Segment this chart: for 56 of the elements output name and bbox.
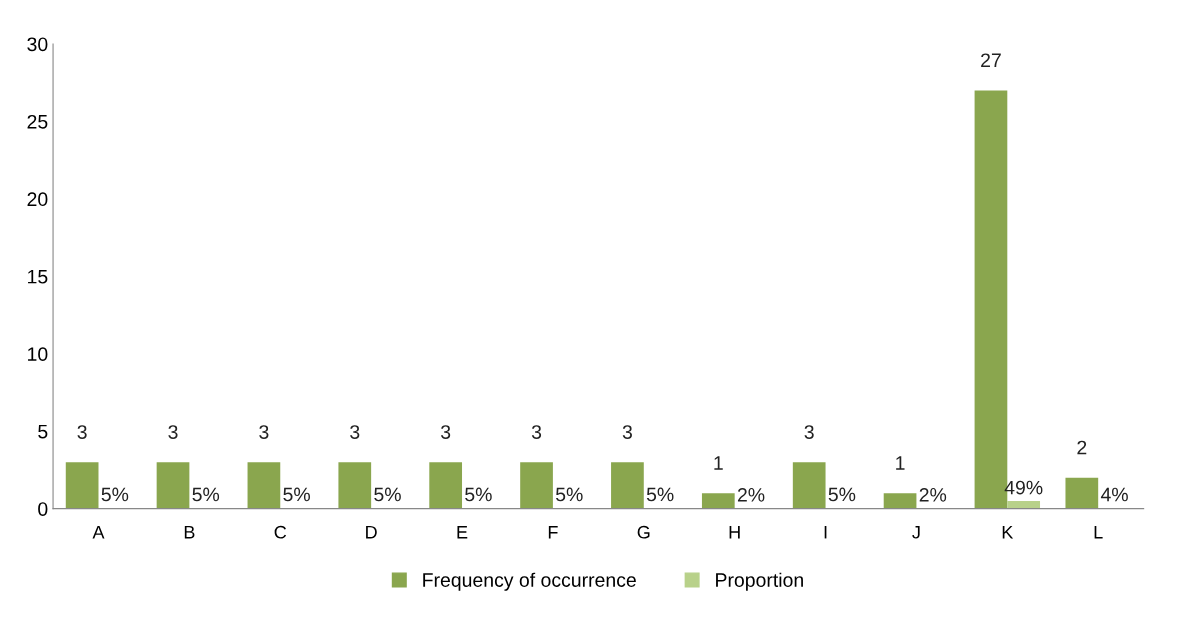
- data-label: 3: [259, 425, 269, 439]
- x-tick-label: K: [1002, 526, 1014, 539]
- bar: [792, 462, 826, 509]
- data-label: 1: [896, 456, 905, 470]
- x-tick-label: A: [92, 526, 105, 539]
- bar: [156, 462, 190, 509]
- data-label: 2%: [737, 487, 765, 502]
- data-label: 5%: [828, 487, 856, 502]
- data-label: 5%: [555, 487, 583, 502]
- y-tick-label: 5: [38, 424, 48, 439]
- bar: [1065, 477, 1099, 509]
- x-tick-label: C: [274, 525, 287, 539]
- x-tick-label: F: [548, 526, 558, 539]
- data-label: 2%: [919, 487, 947, 502]
- x-tick-label: J: [912, 526, 920, 539]
- data-label: 27: [981, 53, 1001, 67]
- bar: [701, 493, 735, 509]
- data-label: 3: [168, 425, 178, 439]
- data-label: 3: [441, 425, 451, 439]
- bar: [338, 462, 372, 509]
- legend-label: Proportion: [716, 572, 803, 591]
- data-label: 5%: [192, 487, 220, 502]
- data-label: 5%: [283, 487, 310, 502]
- data-label: 3: [804, 425, 814, 439]
- x-tick-label: D: [366, 526, 377, 539]
- data-label: 5%: [101, 487, 129, 502]
- data-label: 5%: [465, 487, 492, 502]
- y-tick-label: 0: [38, 502, 48, 516]
- x-tick-label: B: [184, 526, 195, 539]
- y-tick-label: 20: [27, 192, 48, 207]
- x-tick-label: E: [457, 526, 468, 539]
- x-tick-label: L: [1094, 526, 1103, 539]
- x-tick-label: I: [824, 526, 827, 539]
- bar: [883, 493, 917, 509]
- x-tick-label: H: [729, 526, 740, 539]
- x-tick-label: G: [637, 525, 650, 539]
- data-label: 4%: [1100, 487, 1128, 502]
- data-label: 3: [77, 425, 87, 439]
- bar: [1007, 501, 1041, 509]
- data-label: 1: [714, 456, 723, 470]
- bar: [247, 462, 281, 509]
- bar: [65, 462, 99, 509]
- data-label: 2: [1077, 440, 1087, 455]
- data-label: 5%: [646, 487, 674, 502]
- y-tick-label: 25: [27, 114, 48, 129]
- legend-label: Frequency of occurrence: [423, 572, 636, 591]
- bar: [611, 462, 644, 509]
- data-label: 3: [350, 425, 360, 439]
- data-label: 3: [622, 425, 632, 439]
- y-tick-label: 15: [28, 269, 48, 284]
- data-label: 3: [531, 425, 542, 439]
- bar: [520, 462, 553, 509]
- data-label: 5%: [374, 487, 401, 502]
- y-tick-label: 30: [27, 37, 48, 52]
- bar: [429, 462, 463, 509]
- y-tick-label: 10: [28, 347, 48, 362]
